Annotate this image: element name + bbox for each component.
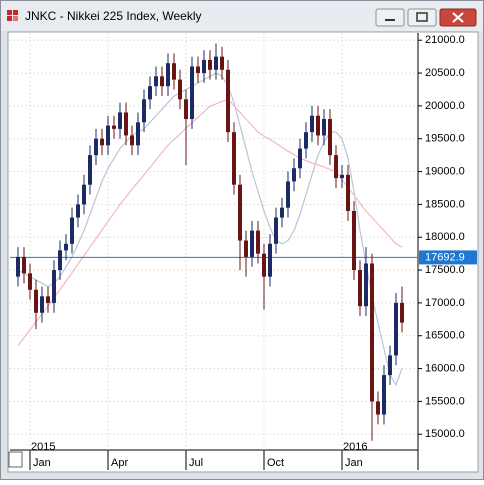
candle-body: [40, 296, 44, 313]
candle-body: [124, 112, 128, 136]
candle-body: [340, 174, 344, 179]
candle-body: [106, 125, 110, 146]
x-tick-label: Apr: [111, 457, 128, 469]
maximize-button[interactable]: [407, 8, 437, 27]
y-tick-label: 20000.0: [425, 100, 465, 112]
candle-body: [178, 79, 182, 100]
candle-body: [382, 375, 386, 415]
candle-body: [244, 240, 248, 257]
candle-body: [52, 270, 56, 303]
y-tick-label: 16500.0: [425, 330, 465, 342]
candle-body: [376, 401, 380, 415]
candle-body: [256, 230, 260, 254]
candle-body: [238, 184, 242, 241]
y-tick-label: 16000.0: [425, 362, 465, 374]
candle-body: [232, 132, 236, 185]
candle-body: [292, 168, 296, 182]
y-tick-label: 19000.0: [425, 165, 465, 177]
candle-body: [184, 99, 188, 120]
candle-body: [196, 66, 200, 74]
candle-body: [352, 210, 356, 271]
window-title: JNKC - Nikkei 225 Index, Weekly: [25, 9, 202, 23]
y-tick-label: 15000.0: [425, 428, 465, 440]
app-icon: [7, 10, 18, 21]
year-label: 2016: [343, 441, 367, 453]
candle-body: [220, 56, 224, 70]
candle-body: [94, 138, 98, 156]
candle-body: [46, 296, 50, 303]
y-tick-label: 17000.0: [425, 297, 465, 309]
y-tick-label: 15500.0: [425, 395, 465, 407]
candle-body: [70, 217, 74, 244]
candle-body: [250, 230, 254, 257]
y-tick-label: 19500.0: [425, 133, 465, 145]
candle-body: [16, 256, 20, 277]
x-tick-label: Jan: [33, 457, 51, 469]
candle-body: [370, 263, 374, 402]
candle-body: [208, 59, 212, 70]
candle-body: [118, 112, 122, 129]
candle-body: [400, 302, 404, 323]
candle-body: [286, 181, 290, 208]
candle-body: [28, 273, 32, 290]
candle-body: [298, 148, 302, 169]
candle-body: [322, 119, 326, 136]
candle-body: [358, 270, 362, 307]
candle-body: [364, 263, 368, 307]
candle-body: [262, 253, 266, 277]
candle-body: [100, 138, 104, 146]
price-label-box: [419, 250, 477, 265]
candle-body: [226, 69, 230, 133]
candle-body: [172, 63, 176, 80]
close-button[interactable]: [439, 8, 477, 27]
candle-body: [202, 59, 206, 74]
scroll-box[interactable]: [8, 451, 23, 468]
candle-body: [136, 122, 140, 146]
candle-body: [160, 76, 164, 87]
candle-body: [214, 56, 218, 70]
candle-body: [148, 86, 152, 100]
candle-body: [166, 63, 170, 87]
candle-body: [64, 243, 68, 251]
candle-body: [130, 135, 134, 146]
candle-body: [346, 174, 350, 211]
candle-body: [190, 66, 194, 120]
candle-body: [154, 76, 158, 87]
candle-body: [58, 250, 62, 271]
minimize-button[interactable]: [375, 8, 405, 27]
candle-body: [34, 289, 38, 313]
candle-body: [142, 99, 146, 123]
candle-body: [328, 119, 332, 156]
candle-body: [82, 184, 86, 205]
candle-body: [280, 207, 284, 218]
x-tick-label: Oct: [267, 457, 284, 469]
year-label: 2015: [31, 441, 55, 453]
chart-panel: [7, 31, 479, 473]
candle-body: [112, 125, 116, 129]
candle-body: [268, 243, 272, 277]
candle-body: [394, 302, 398, 356]
candle-body: [88, 155, 92, 185]
candle-body: [334, 155, 338, 179]
candle-body: [76, 204, 80, 218]
y-tick-label: 21000.0: [425, 34, 465, 46]
x-tick-label: Jul: [189, 457, 203, 469]
candle-body: [310, 115, 314, 133]
x-tick-label: Jan: [345, 457, 363, 469]
y-tick-label: 17500.0: [425, 264, 465, 276]
candle-body: [316, 115, 320, 136]
candle-body: [388, 355, 392, 376]
y-tick-label: 18500.0: [425, 198, 465, 210]
candle-body: [304, 132, 308, 149]
y-tick-label: 18000.0: [425, 231, 465, 243]
y-tick-label: 20500.0: [425, 67, 465, 79]
candle-body: [22, 256, 26, 274]
price-label: 17692.9: [425, 251, 465, 263]
candle-body: [274, 217, 278, 244]
